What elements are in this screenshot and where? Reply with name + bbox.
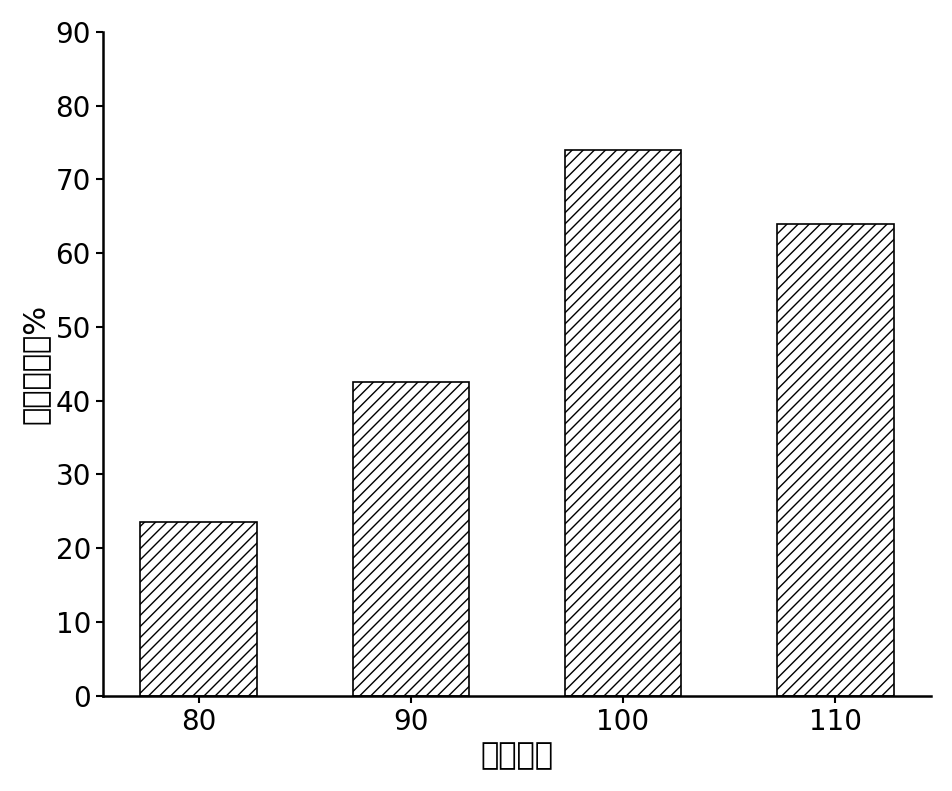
Bar bbox=[777, 224, 894, 696]
X-axis label: 再生温度: 再生温度 bbox=[481, 741, 553, 770]
Bar bbox=[565, 149, 682, 696]
Y-axis label: 再生效率，%: 再生效率，% bbox=[21, 304, 50, 424]
Bar bbox=[352, 382, 469, 696]
Bar bbox=[140, 522, 257, 696]
